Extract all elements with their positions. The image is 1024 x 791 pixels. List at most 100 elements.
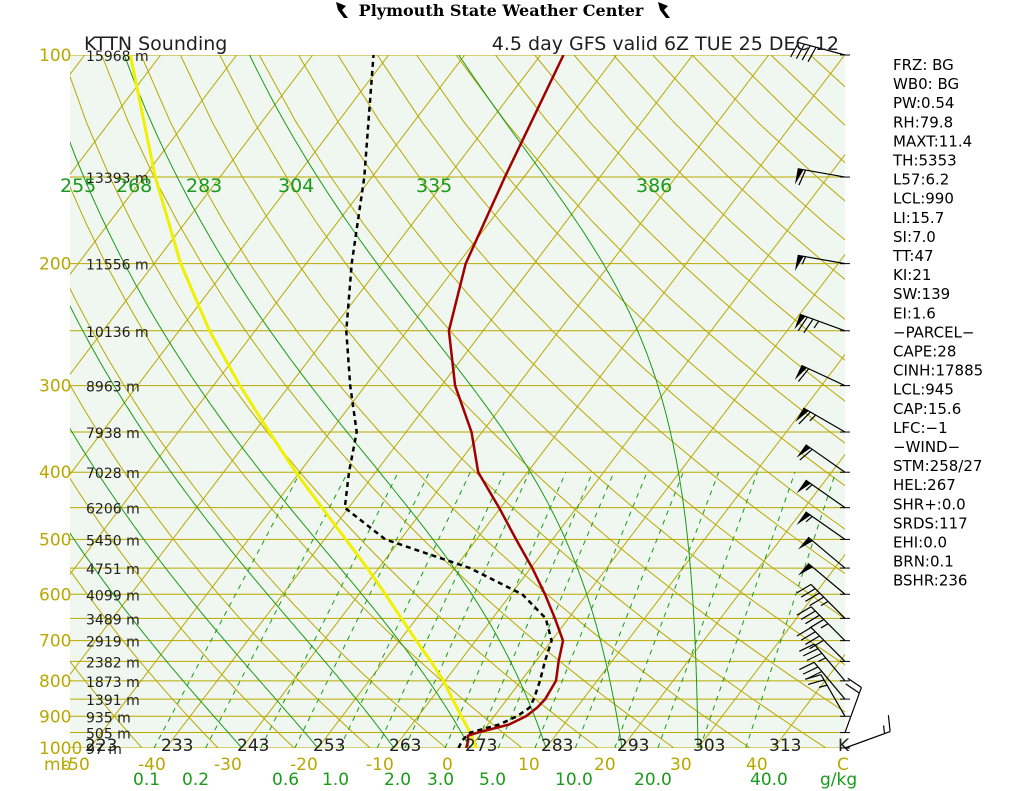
- mixing-ratio-line: [657, 472, 758, 748]
- mixing-ratio-tick-label: 1.0: [322, 770, 349, 790]
- index-value: LCL:990: [893, 190, 954, 208]
- theta-e-label: 283: [186, 175, 222, 197]
- wind-barb-pennant: [794, 314, 806, 330]
- wind-barb-half-flag: [818, 684, 828, 688]
- height-label: 4099 m: [86, 588, 140, 604]
- index-value: KI:21: [893, 266, 931, 284]
- index-value: CAPE:28: [893, 343, 956, 361]
- theta-e-label: 335: [416, 175, 452, 197]
- dry-adiabat-line: [455, 55, 845, 444]
- wind-barb-flag: [796, 606, 812, 616]
- mixing-ratio-unit-label: g/kg: [820, 770, 857, 790]
- kelvin-tick-label: 273: [465, 736, 497, 756]
- wind-barb-flag: [845, 683, 860, 694]
- index-value: −PARCEL−: [893, 323, 974, 341]
- grid-layer: [70, 55, 845, 748]
- wind-barb-flag: [797, 316, 808, 332]
- wind-barb-flag: [809, 596, 825, 607]
- wind-barb: [796, 444, 850, 473]
- wind-barb-flag: [799, 643, 815, 652]
- wind-barb-half-flag: [820, 600, 829, 607]
- isotherm-line: [70, 55, 390, 476]
- wind-barb: [796, 606, 850, 642]
- index-value: CINH:17885: [893, 362, 983, 380]
- dry-adiabat-line: [70, 74, 599, 748]
- temperature-tick-label: 10: [518, 755, 540, 775]
- wind-barb: [794, 364, 850, 387]
- pressure-tick-label: 500: [39, 530, 71, 550]
- wind-barb-staff: [798, 41, 846, 56]
- sounding-station-label: KTTN Sounding: [84, 33, 227, 55]
- isotherm-line: [70, 55, 542, 676]
- wind-barb-half-flag: [818, 657, 826, 663]
- wind-barb-flag: [803, 318, 814, 334]
- kelvin-tick-label: 313: [769, 736, 801, 756]
- temperature-tick-label: -40: [138, 755, 166, 775]
- height-label: 13393 m: [86, 171, 149, 187]
- index-value: HEL:267: [893, 476, 956, 494]
- wind-barb-flag: [799, 448, 813, 461]
- pressure-tick-label: 800: [39, 672, 71, 692]
- wind-barb-half-flag: [801, 256, 807, 265]
- wind-barb-pennant: [797, 537, 813, 550]
- wind-barb-flag: [790, 42, 800, 58]
- wind-barb-staff: [797, 168, 846, 178]
- dry-adiabat-line: [70, 287, 447, 748]
- mixing-ratio-line: [376, 472, 505, 748]
- temperature-tick-label: 0: [442, 755, 453, 775]
- wind-barb-pennant: [794, 168, 804, 185]
- moist-adiabat-line: [458, 55, 699, 748]
- wind-barb-flag: [807, 679, 825, 686]
- dry-adiabat-line: [337, 55, 845, 575]
- wind-barb-pennant: [796, 511, 811, 525]
- index-value: −WIND−: [893, 438, 960, 456]
- wind-barb: [796, 479, 850, 509]
- dry-adiabat-line: [70, 569, 219, 748]
- index-value: MAXT:11.4: [893, 132, 972, 150]
- height-label: 11556 m: [86, 258, 149, 274]
- dry-adiabat-line: [179, 55, 828, 748]
- wind-barb-flag: [798, 169, 807, 186]
- isotherm-line: [621, 453, 845, 748]
- wind-barb-half-flag: [809, 414, 816, 422]
- isotherm-line: [165, 55, 694, 748]
- index-value: SRDS:117: [893, 514, 968, 532]
- wind-barbs: [790, 41, 891, 749]
- mixing-ratio-tick-label: 0.1: [133, 770, 160, 790]
- wind-barb-pennant: [796, 444, 811, 458]
- temperature-tick-label: -20: [290, 755, 318, 775]
- sounding-valid-label: 4.5 day GFS valid 6Z TUE 25 DEC 12: [492, 33, 839, 55]
- index-value: LCL:945: [893, 381, 954, 399]
- pressure-tick-label: 900: [39, 707, 71, 727]
- wind-barb: [794, 254, 850, 272]
- flag-icon: [336, 2, 348, 18]
- isotherm-line: [70, 55, 238, 276]
- dry-adiabat-line: [70, 384, 371, 748]
- dry-adiabat-line: [70, 477, 295, 748]
- height-label: 3489 m: [86, 612, 140, 628]
- kelvin-unit-label: K: [838, 736, 850, 756]
- kelvin-tick-label: 233: [161, 736, 193, 756]
- wind-barb-flag: [807, 46, 817, 62]
- mixing-ratio-tick-label: 3.0: [427, 770, 454, 790]
- pressure-tick-label: 100: [39, 46, 71, 66]
- wind-barb-flag: [802, 666, 819, 675]
- mixing-ratio-line: [339, 472, 471, 748]
- wind-barb-pennant: [794, 255, 804, 272]
- moist-adiabat-line: [70, 532, 243, 748]
- wind-barb-flag: [801, 45, 811, 61]
- kelvin-tick-label: 253: [313, 736, 345, 756]
- wind-barb-flag: [805, 614, 820, 625]
- index-value: LI:15.7: [893, 209, 944, 227]
- wind-barb-flag: [887, 715, 891, 732]
- dry-adiabat-line: [416, 55, 845, 487]
- dry-adiabat-line: [376, 55, 845, 530]
- wind-barb-pennant: [797, 563, 813, 576]
- wind-barb-flag: [795, 43, 805, 59]
- index-value: BSHR:236: [893, 572, 967, 590]
- height-label: 2919 m: [86, 635, 140, 651]
- mixing-ratio-tick-label: 0.6: [272, 770, 299, 790]
- mixing-ratio-tick-label: 2.0: [384, 770, 411, 790]
- mixing-ratio-tick-label: 10.0: [555, 770, 593, 790]
